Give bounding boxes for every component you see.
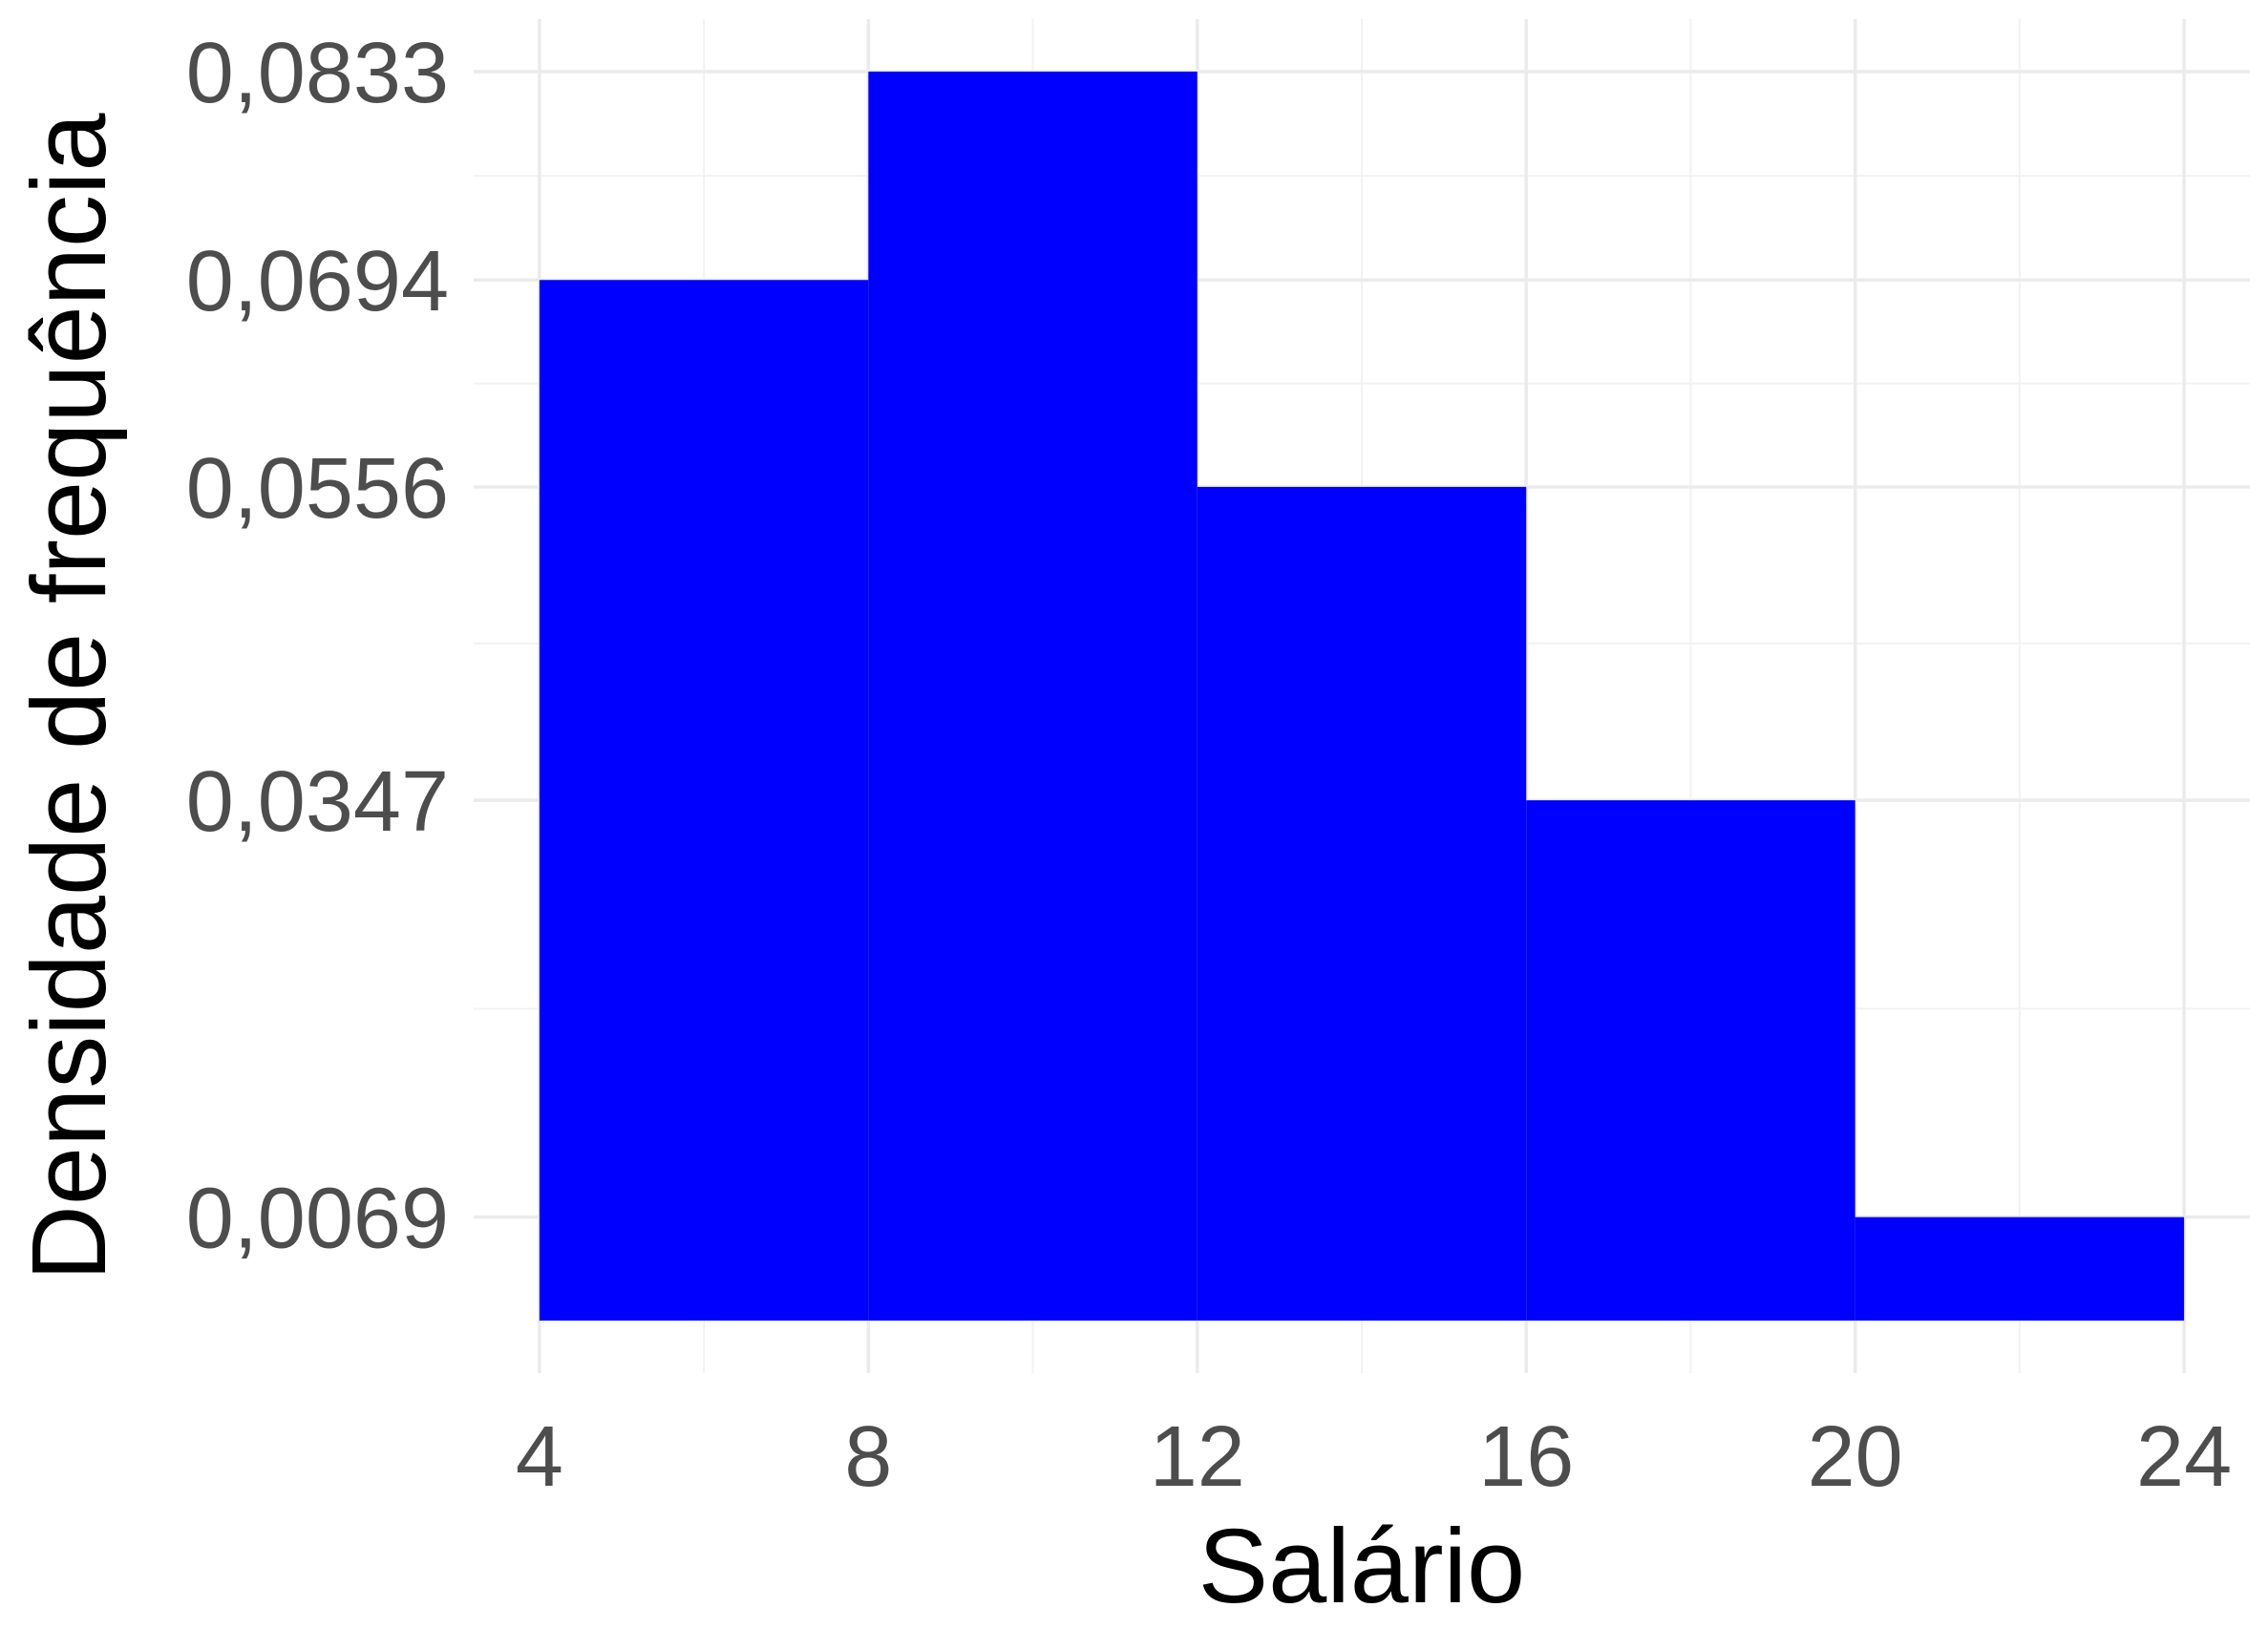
y-tick-label: 0,0069 (186, 1172, 449, 1267)
x-tick-label: 20 (1808, 1409, 1903, 1505)
x-tick-label: 8 (844, 1409, 892, 1505)
y-tick-label: 0,0556 (186, 441, 449, 537)
x-tick-label: 4 (516, 1409, 563, 1505)
y-axis-tick-labels: 0,0069 0,0347 0,0556 0,0694 0,0833 (186, 26, 449, 1267)
histogram-bar-4 (1526, 800, 1855, 1322)
y-tick-label: 0,0347 (186, 754, 449, 850)
histogram-bar-5 (1855, 1216, 2185, 1322)
histogram-bar-1 (539, 280, 869, 1322)
x-axis-tick-labels: 4 8 12 16 20 24 (516, 1409, 2232, 1505)
x-axis-title: Salário (1198, 1508, 1525, 1625)
histogram-bars (539, 71, 2185, 1322)
y-axis-title: Densidade de frequência (11, 113, 128, 1281)
histogram-bar-3 (1197, 486, 1527, 1322)
x-tick-label: 16 (1478, 1409, 1574, 1505)
y-tick-label: 0,0833 (186, 26, 449, 121)
x-tick-label: 24 (2136, 1409, 2232, 1505)
histogram-bar-2 (868, 71, 1198, 1322)
x-tick-label: 12 (1150, 1409, 1245, 1505)
y-tick-label: 0,0694 (186, 234, 449, 329)
